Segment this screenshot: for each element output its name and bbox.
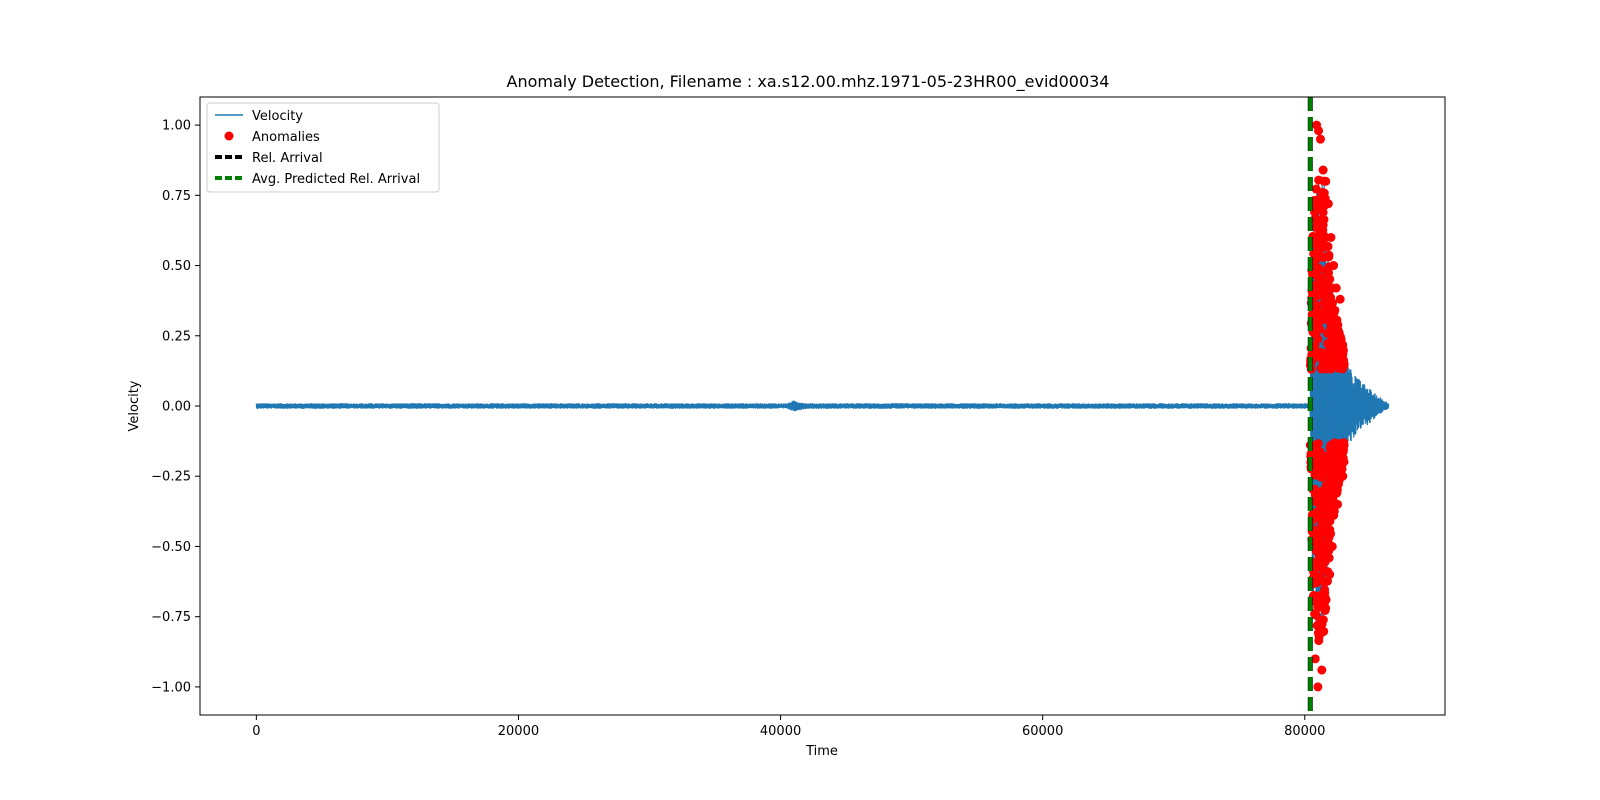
anomaly-point	[1339, 457, 1349, 467]
legend-label-velocity: Velocity	[252, 109, 303, 124]
anomaly-point	[1327, 541, 1337, 551]
y-tick-label: 0.50	[162, 259, 191, 274]
x-axis: 0 20000 40000 60000 80000	[252, 715, 1325, 739]
y-tick-label: −0.75	[151, 610, 191, 625]
y-tick-label: 0.25	[162, 329, 191, 344]
anomaly-point	[1326, 529, 1336, 539]
legend-label-predicted-arrival: Avg. Predicted Rel. Arrival	[252, 172, 420, 187]
anomaly-point	[1319, 215, 1329, 225]
anomaly-point	[1314, 631, 1324, 641]
anomaly-point	[1313, 439, 1323, 449]
chart-title: Anomaly Detection, Filename : xa.s12.00.…	[507, 72, 1110, 92]
anomaly-point	[1315, 324, 1325, 334]
anomaly-point	[1314, 264, 1324, 274]
anomaly-point	[1318, 207, 1328, 217]
y-axis-label: Velocity	[127, 380, 142, 431]
anomaly-point	[1323, 241, 1333, 251]
anomaly-point	[1314, 126, 1324, 136]
legend-box	[206, 102, 440, 193]
anomaly-point	[1335, 294, 1345, 304]
anomaly-points	[1305, 120, 1349, 692]
anomaly-point	[1316, 134, 1325, 144]
anomaly-point	[1318, 165, 1328, 175]
anomaly-point	[1321, 176, 1331, 186]
y-tick-label: −0.25	[151, 470, 191, 485]
legend-swatch-anomalies	[224, 131, 234, 141]
series-layer	[255, 97, 1390, 715]
anomaly-point	[1326, 232, 1336, 242]
anomaly-point	[1324, 250, 1334, 260]
x-axis-label: Time	[805, 744, 838, 759]
y-tick-label: 0.75	[162, 189, 191, 204]
anomaly-point	[1328, 298, 1338, 308]
plot-area	[199, 96, 1446, 716]
anomaly-point	[1330, 305, 1340, 315]
anomaly-point	[1319, 598, 1329, 608]
x-tick-label: 60000	[1022, 724, 1063, 739]
anomaly-point	[1312, 300, 1322, 310]
anomaly-point	[1339, 440, 1349, 450]
anomaly-point	[1338, 345, 1348, 355]
anomaly-point	[1333, 499, 1343, 509]
y-tick-label: −0.50	[151, 540, 191, 555]
x-tick-label: 0	[252, 724, 260, 739]
x-tick-label: 20000	[498, 724, 539, 739]
anomaly-point	[1325, 570, 1335, 580]
legend-label-anomalies: Anomalies	[252, 130, 320, 145]
anomaly-point	[1331, 283, 1341, 293]
anomaly-point	[1313, 682, 1323, 692]
y-axis: −1.00 −0.75 −0.50 −0.25 0.00 0.25 0.50 0.75 1.00	[151, 119, 200, 695]
x-tick-label: 40000	[760, 724, 801, 739]
legend: Velocity Anomalies Rel. Arrival Avg. Pre…	[206, 102, 440, 193]
anomaly-point	[1338, 471, 1348, 481]
velocity-line	[255, 181, 1390, 634]
anomaly-point	[1317, 665, 1327, 675]
anomaly-point	[1325, 274, 1335, 284]
y-tick-label: −1.00	[151, 680, 191, 695]
x-tick-label: 80000	[1284, 724, 1325, 739]
anomaly-point	[1339, 359, 1349, 369]
anomaly-point	[1324, 553, 1334, 563]
anomaly-point	[1323, 199, 1333, 209]
anomaly-point	[1310, 654, 1320, 664]
y-tick-label: 1.00	[162, 119, 191, 134]
legend-label-rel-arrival: Rel. Arrival	[252, 151, 323, 166]
anomaly-point	[1337, 464, 1347, 474]
anomaly-point	[1318, 615, 1328, 625]
anomaly-point	[1315, 272, 1325, 282]
y-tick-label: 0.00	[162, 400, 191, 415]
anomaly-point	[1329, 261, 1339, 271]
anomaly-point	[1313, 334, 1323, 344]
anomaly-point	[1317, 537, 1327, 547]
